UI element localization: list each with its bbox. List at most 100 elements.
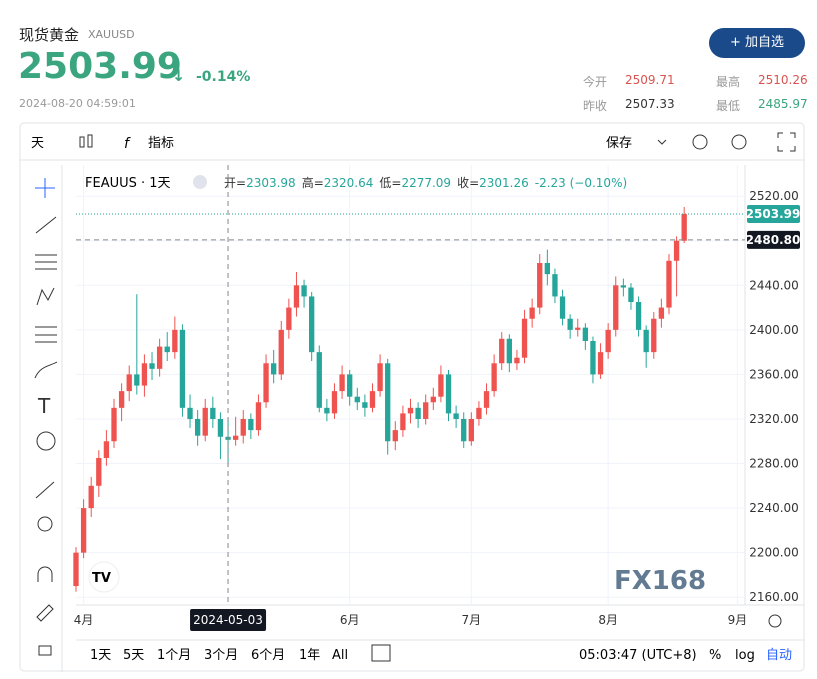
indicators[interactable]: 指标 (148, 136, 174, 151)
change: -0.14% (196, 69, 251, 85)
percent-toggle[interactable]: % (709, 648, 721, 663)
stat-label: 最高 (716, 75, 741, 89)
stat-label: 昨收 (583, 99, 608, 113)
candle-body (354, 396, 360, 403)
candle-body (567, 318, 573, 330)
fx-icon[interactable]: f (124, 136, 131, 152)
stat-value: 2507.33 (625, 97, 675, 111)
axis-settings[interactable] (768, 614, 782, 628)
y-tick-label: 2200.00 (749, 546, 799, 560)
candle-body (80, 508, 87, 553)
candle-body (506, 338, 512, 364)
legend-label: 高= (302, 175, 324, 190)
title: 现货黄金 (19, 26, 80, 44)
crosshair-x-label: 2024-05-03 (193, 613, 263, 627)
candle-body (651, 318, 657, 353)
candle-body (96, 457, 102, 486)
candle-body (476, 407, 482, 419)
candle-body (385, 363, 391, 442)
candle-body (278, 329, 284, 375)
y-tick-label: 2400.00 (749, 323, 799, 337)
range-button[interactable]: 1个月 (157, 648, 191, 663)
datetime: 2024-08-20 04:59:01 (19, 97, 136, 110)
legend-value: 2303.98 (246, 176, 296, 190)
range-button[interactable]: 1天 (90, 648, 111, 663)
candle-body (491, 363, 497, 392)
watchlist-button[interactable]: + 加自选 (709, 28, 805, 58)
candle-body (88, 485, 94, 509)
candle-body (575, 327, 581, 330)
drawing-tools[interactable]: T (34, 178, 58, 656)
candle-body (362, 402, 368, 408)
date-range-icon[interactable] (371, 644, 391, 662)
svg-text:TV: TV (92, 571, 111, 586)
candle-body (194, 418, 201, 436)
interval[interactable]: 天 (31, 136, 44, 151)
candle-body (681, 214, 687, 241)
y-tick-label: 2360.00 (749, 367, 799, 381)
watermark: FX168 (614, 566, 706, 596)
alert-icon[interactable] (692, 134, 708, 150)
candle-body (582, 327, 589, 341)
legend-values: 开= 2303.98 高= 2320.64 低= 2277.09 收= 2301.26 -2.2… (224, 175, 627, 190)
x-tick-label: 6月 (340, 613, 360, 627)
save-caret[interactable] (657, 139, 667, 145)
save[interactable]: 保存 (606, 136, 632, 151)
bottom-bar: 1天 5天 1个月 3个月 6个月 1年 All 05:03:47 (UTC+8)% log 自动 (90, 648, 792, 663)
range-button[interactable]: 5天 (123, 648, 144, 663)
stat-value: 2510.26 (758, 73, 808, 87)
candle-body (316, 352, 322, 408)
candle-body (73, 552, 79, 587)
auto-toggle[interactable]: 自动 (766, 648, 792, 663)
candle-body (529, 307, 535, 319)
x-tick-label: 8月 (598, 613, 618, 627)
crosshair-y-tag (747, 230, 800, 249)
candle-body (468, 418, 474, 442)
candle-body (118, 391, 125, 408)
candle-body (521, 318, 528, 358)
crosshair-y-label: 2480.80 (746, 233, 801, 247)
candle-body (293, 285, 300, 308)
candle-body (339, 374, 345, 392)
y-tick-label: 2240.00 (749, 501, 799, 515)
candle-body (635, 302, 642, 330)
candle-body (164, 346, 170, 353)
candle-body (673, 240, 680, 261)
fullscreen-icon[interactable] (777, 132, 796, 152)
candle-body (552, 274, 558, 297)
candle-body (331, 391, 338, 414)
legend-symbol: FEAUUS · 1天 (85, 176, 171, 191)
candle-body (248, 418, 254, 431)
candle-icon[interactable] (79, 134, 93, 148)
y-tick-label: 2280.00 (749, 457, 799, 471)
candle-body (643, 329, 649, 353)
range-button[interactable]: All (332, 648, 348, 663)
candle-body (149, 363, 155, 369)
legend-label: 低= (379, 176, 401, 190)
settings-icon[interactable] (731, 134, 747, 150)
legend-value: 2277.09 (401, 176, 451, 190)
candle-body (453, 413, 459, 419)
candle-body (423, 402, 429, 419)
range-button[interactable]: 6个月 (251, 648, 285, 663)
candle-body (605, 329, 611, 353)
y-tick-label: 2160.00 (749, 590, 799, 604)
candle-body (309, 296, 315, 353)
candle-body (111, 407, 117, 442)
candle-body (537, 263, 543, 308)
candle-body (628, 287, 634, 303)
range-button[interactable]: 1年 (299, 648, 320, 663)
candle-body (240, 418, 246, 436)
log-toggle[interactable]: log (735, 648, 755, 663)
candle-body (324, 407, 330, 414)
candle-body (559, 296, 566, 319)
legend-toggle[interactable] (193, 175, 207, 189)
stat-value: 2485.97 (758, 97, 808, 111)
range-button[interactable]: 3个月 (204, 648, 238, 663)
candle-body (377, 363, 383, 392)
x-tick-label: 4月 (74, 613, 94, 627)
candle-body (483, 391, 490, 408)
candle-body (613, 285, 619, 330)
candle-body (369, 391, 376, 408)
